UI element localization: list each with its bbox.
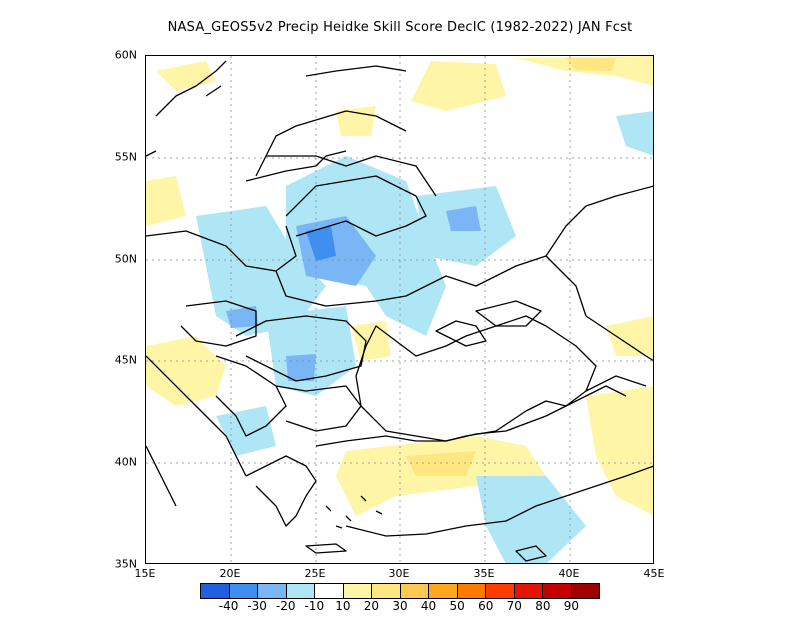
crimea — [435, 320, 487, 347]
skill-score-map — [146, 56, 653, 563]
lon-label-15e: 15E — [134, 567, 156, 580]
colorbar-label: 50 — [449, 599, 465, 613]
shade-central-yellow — [351, 321, 391, 361]
sea-of-azov — [475, 300, 542, 327]
italy-coast — [146, 445, 177, 507]
lon-label-45e: 45E — [643, 567, 665, 580]
colorbar-segment — [514, 584, 543, 598]
shade-west-yellow — [146, 176, 186, 226]
colorbar-segment — [258, 584, 287, 598]
crete — [305, 543, 347, 554]
adriatic-coast — [146, 355, 247, 477]
colorbar-label: -20 — [275, 599, 296, 613]
hungary-border — [180, 300, 257, 347]
russia-border — [545, 185, 653, 257]
colorbar-segment — [315, 584, 344, 598]
colorbar-label: -10 — [304, 599, 325, 613]
colorbar-label: 90 — [563, 599, 580, 613]
colorbar-segment — [229, 584, 258, 598]
lat-label-35n: 35N — [114, 557, 137, 571]
colorbar-label: 60 — [478, 599, 494, 613]
lat-label-60n: 60N — [114, 48, 137, 62]
shade-ne-turkey-yellow — [586, 386, 653, 516]
shade-poland-blue — [196, 206, 326, 336]
baltic-states-border — [266, 155, 437, 197]
shade-russia-mid — [446, 206, 481, 231]
shade-north-yellow — [411, 61, 506, 111]
colorbar-segment — [486, 584, 515, 598]
bulgaria-border — [275, 385, 362, 432]
shade-ukraine-yellow — [336, 106, 376, 136]
lon-label-30e: 30E — [388, 567, 410, 580]
shade-east-yellow — [606, 316, 653, 356]
ukraine-border — [275, 255, 587, 317]
balkans-border — [215, 355, 287, 437]
colorbar — [200, 583, 600, 599]
colorbar-segment — [286, 584, 315, 598]
lon-label-35e: 35E — [473, 567, 495, 580]
shade-aegean-yellow-2 — [406, 451, 476, 476]
scandinavia-coast — [146, 60, 227, 157]
coastlines-borders — [146, 60, 653, 562]
shade-romania-mid — [286, 354, 316, 381]
turkey-south-coast — [345, 465, 653, 537]
colorbar-label: 20 — [363, 599, 380, 613]
shade-sw-blue — [216, 406, 276, 456]
shade-belarus-dark — [306, 226, 336, 261]
lat-label-40n: 40N — [114, 455, 137, 469]
colorbar-segment — [543, 584, 572, 598]
lat-label-50n: 50N — [114, 252, 137, 266]
colorbar-segment — [201, 584, 230, 598]
colorbar-segment — [372, 584, 401, 598]
colorbar-label: -40 — [218, 599, 239, 613]
colorbar-label: 70 — [506, 599, 522, 613]
lon-label-40e: 40E — [558, 567, 580, 580]
shade-turkey-blue — [476, 476, 586, 563]
colorbar-segment — [343, 584, 372, 598]
colorbar-label: -30 — [247, 599, 267, 613]
colorbar-label: 10 — [335, 599, 351, 613]
colorbar-segment — [457, 584, 486, 598]
colorbar-label: 30 — [392, 599, 408, 613]
shade-adriatic-yellow — [146, 336, 226, 406]
turkey-coast — [315, 385, 627, 447]
lon-label-20e: 20E — [219, 567, 241, 580]
lon-label-25e: 25E — [304, 567, 326, 580]
colorbar-label: 40 — [420, 599, 437, 613]
baltic-coast — [245, 110, 407, 182]
romania-border — [235, 315, 367, 382]
aegean-islands — [325, 495, 383, 529]
shade-nw-yellow — [156, 61, 216, 91]
gulf-of-finland — [305, 65, 407, 77]
colorbar-label: 80 — [535, 599, 551, 613]
shade-east-blue — [616, 111, 653, 156]
colorbar-labels: -40 -30 -20 -10 10 20 30 40 50 60 70 80 90 — [200, 599, 600, 615]
black-sea-coast — [355, 315, 597, 442]
map-panel — [145, 55, 654, 564]
cyprus — [515, 545, 547, 562]
shade-ne-yellow — [516, 56, 653, 86]
lat-label-45n: 45N — [114, 353, 137, 367]
colorbar-segment — [571, 584, 599, 598]
colorbar-segment — [400, 584, 429, 598]
colorbar-segment — [429, 584, 458, 598]
greece-coast — [245, 455, 317, 527]
chart-title: NASA_GEOS5v2 Precip Heidke Skill Score D… — [167, 20, 633, 35]
poland-border — [146, 225, 297, 272]
belarus-border — [285, 175, 427, 237]
shade-ne-yellow-2 — [566, 58, 616, 71]
lat-label-55n: 55N — [114, 150, 137, 164]
shade-hungary-mid — [226, 306, 258, 328]
caucasus-border — [585, 315, 653, 392]
